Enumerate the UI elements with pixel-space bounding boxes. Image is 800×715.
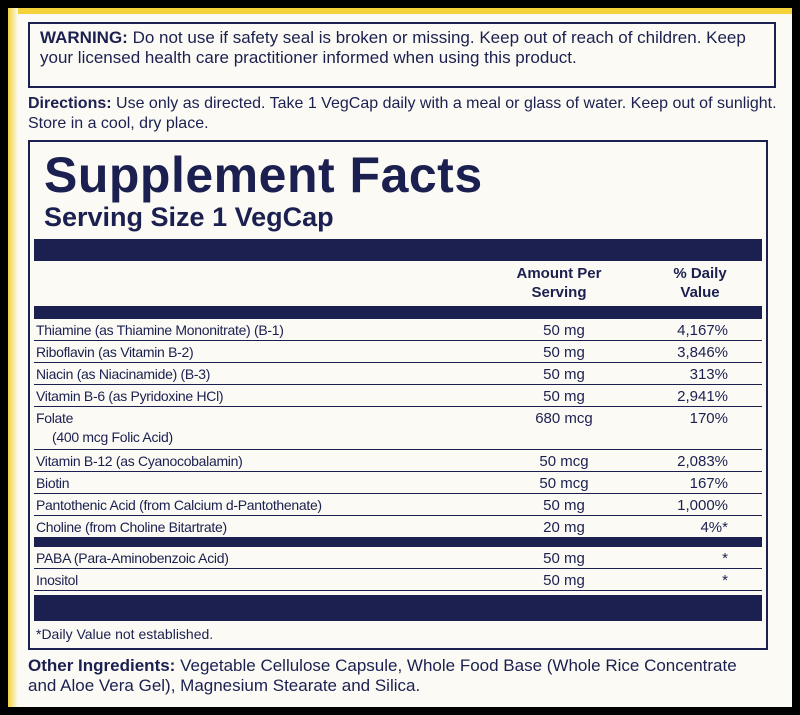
divider-bar	[34, 538, 762, 547]
nutrient-dv: *	[722, 572, 728, 589]
nutrient-name: Choline (from Choline Bitartrate)	[36, 519, 227, 535]
divider-bar	[34, 306, 762, 319]
nutrient-amount: 50 mg	[543, 344, 585, 361]
nutrient-dv: 1,000%	[677, 497, 728, 514]
nutrient-dv: 2,083%	[677, 453, 728, 470]
nutrient-dv: 2,941%	[677, 388, 728, 405]
nutrient-dv: 4%*	[700, 519, 728, 536]
nutrient-dv: *	[722, 550, 728, 567]
nutrient-row: Riboflavin (as Vitamin B-2) 50 mg 3,846%	[34, 341, 762, 363]
nutrient-amount: 50 mg	[543, 388, 585, 405]
nutrient-name: Inositol	[36, 572, 78, 588]
nutrient-dv: 4,167%	[677, 322, 728, 339]
nutrient-amount: 50 mg	[543, 366, 585, 383]
amount-header: Amount Per Serving	[516, 265, 602, 301]
nutrient-row: PABA (Para-Aminobenzoic Acid) 50 mg *	[34, 547, 762, 569]
nutrient-name: Niacin (as Niacinamide) (B-3)	[36, 366, 211, 382]
divider-bar	[34, 239, 762, 261]
nutrient-name: Vitamin B-6 (as Pyridoxine HCl)	[36, 388, 224, 404]
directions-text: Use only as directed. Take 1 VegCap dail…	[28, 95, 777, 132]
nutrient-row: Folate (400 mcg Folic Acid) 680 mcg 170%	[34, 407, 762, 450]
facts-title: Supplement Facts	[44, 147, 483, 203]
label: WARNING: Do not use if safety seal is br…	[8, 8, 792, 707]
supplement-facts: Supplement Facts Serving Size 1 VegCap A…	[28, 140, 768, 650]
nutrient-amount: 50 mg	[543, 322, 585, 339]
nutrient-row: Pantothenic Acid (from Calcium d-Pantoth…	[34, 494, 762, 516]
nutrient-row: Biotin 50 mcg 167%	[34, 472, 762, 494]
nutrient-row: Choline (from Choline Bitartrate) 20 mg 4%…	[34, 516, 762, 538]
label-edge	[8, 8, 18, 707]
footnote: *Daily Value not established.	[36, 626, 214, 642]
label-edge	[8, 8, 792, 14]
directions-label: Directions:	[28, 95, 112, 112]
dv-header: % Daily Value	[673, 265, 727, 301]
nutrient-dv: 3,846%	[677, 344, 728, 361]
nutrient-amount: 50 mcg	[539, 453, 589, 470]
divider-bar	[34, 595, 762, 621]
warning-box: WARNING: Do not use if safety seal is br…	[28, 22, 776, 88]
nutrient-amount: 50 mg	[543, 572, 585, 589]
nutrient-row: Vitamin B-12 (as Cyanocobalamin) 50 mcg 2,…	[34, 450, 762, 472]
nutrient-dv: 170%	[689, 410, 728, 427]
nutrient-dv: 313%	[689, 366, 728, 383]
nutrient-name: Pantothenic Acid (from Calcium d-Pantoth…	[36, 497, 322, 513]
directions: Directions: Use only as directed. Take 1…	[28, 94, 780, 134]
nutrient-name: Thiamine (as Thiamine Mononitrate) (B-1)	[36, 322, 284, 338]
nutrient-dv: 167%	[689, 475, 728, 492]
nutrient-row: Inositol 50 mg *	[34, 569, 762, 591]
nutrient-amount: 680 mcg	[535, 410, 593, 427]
nutrient-name: Biotin	[36, 475, 70, 491]
nutrient-row: Niacin (as Niacinamide) (B-3) 50 mg 313%	[34, 363, 762, 385]
nutrient-amount: 20 mg	[543, 519, 585, 536]
nutrient-subname: (400 mcg Folic Acid)	[52, 429, 173, 445]
nutrient-amount: 50 mg	[543, 497, 585, 514]
serving-size: Serving Size 1 VegCap	[44, 202, 334, 232]
warning-label: WARNING:	[40, 28, 128, 47]
nutrient-name: PABA (Para-Aminobenzoic Acid)	[36, 550, 229, 566]
nutrient-row: Thiamine (as Thiamine Mononitrate) (B-1)…	[34, 319, 762, 341]
nutrient-name: Folate	[36, 410, 74, 426]
nutrient-amount: 50 mcg	[539, 475, 589, 492]
nutrient-name: Riboflavin (as Vitamin B-2)	[36, 344, 194, 360]
other-text: Vegetable Cellulose Capsule, Whole Food …	[28, 656, 737, 695]
nutrient-name: Vitamin B-12 (as Cyanocobalamin)	[36, 453, 243, 469]
warning-text: Do not use if safety seal is broken or m…	[40, 28, 746, 67]
nutrient-row: Vitamin B-6 (as Pyridoxine HCl) 50 mg 2,94…	[34, 385, 762, 407]
other-label: Other Ingredients:	[28, 656, 176, 675]
other-ingredients: Other Ingredients: Vegetable Cellulose C…	[28, 656, 748, 696]
nutrient-amount: 50 mg	[543, 550, 585, 567]
